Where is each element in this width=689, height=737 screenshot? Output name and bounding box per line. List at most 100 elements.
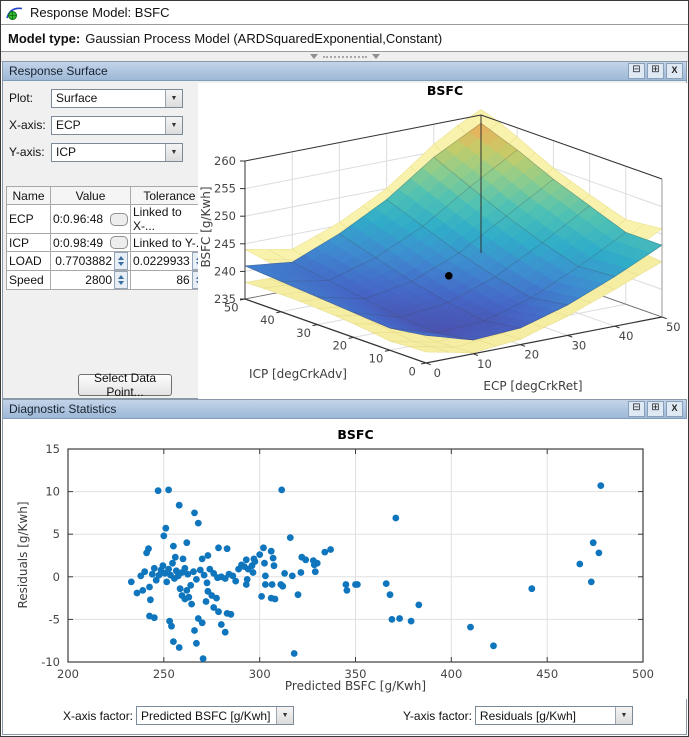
svg-text:0: 0 bbox=[434, 366, 441, 380]
svg-text:240: 240 bbox=[214, 264, 236, 278]
svg-text:20: 20 bbox=[524, 348, 539, 362]
svg-text:10: 10 bbox=[369, 352, 384, 366]
response-surface-body: Plot: Surface ▼ X-axis: ECP ▼ Y-axis: IC… bbox=[3, 81, 689, 399]
svg-text:Predicted BSFC [g/Kwh]: Predicted BSFC [g/Kwh] bbox=[285, 679, 426, 693]
residuals-scatter-plot[interactable]: 200 250 300 350 400 450 500 -10 -5 0 5 10 15 BSFC Pred… bbox=[3, 419, 689, 699]
factor-name: Speed bbox=[6, 270, 51, 290]
diagnostic-statistics-title: Diagnostic Statistics bbox=[9, 402, 117, 416]
y-factor-select[interactable]: Residuals [g/Kwh] ▼ bbox=[474, 706, 633, 725]
svg-text:245: 245 bbox=[214, 237, 236, 251]
svg-text:30: 30 bbox=[572, 338, 587, 352]
y-axis-select-value: ICP bbox=[56, 145, 77, 159]
diagnostic-statistics-body: 200 250 300 350 400 450 500 -10 -5 0 5 10 15 BSFC Pred… bbox=[3, 419, 689, 734]
svg-text:0: 0 bbox=[409, 364, 416, 378]
model-type-row: Model type: Gaussian Process Model (ARDS… bbox=[1, 25, 688, 52]
svg-text:235: 235 bbox=[214, 292, 236, 306]
spin-up-icon[interactable] bbox=[118, 256, 124, 260]
col-name: Name bbox=[6, 186, 51, 205]
x-factor-select[interactable]: Predicted BSFC [g/Kwh] ▼ bbox=[136, 706, 295, 725]
title-bar: Response Model: BSFC bbox=[1, 1, 688, 25]
svg-text:Residuals [g/Kwh]: Residuals [g/Kwh] bbox=[16, 501, 30, 608]
x-axis-select[interactable]: ECP ▼ bbox=[51, 115, 183, 135]
y-axis-control-row: Y-axis: ICP ▼ bbox=[9, 142, 183, 162]
svg-text:50: 50 bbox=[666, 320, 681, 334]
svg-text:255: 255 bbox=[214, 182, 236, 196]
factor-tolerance: Linked to X-... bbox=[130, 204, 209, 234]
factor-table: Name Value Tolerance ECP 0:0.96:48 Linke… bbox=[6, 186, 209, 290]
y-axis-select[interactable]: ICP ▼ bbox=[51, 142, 183, 162]
table-row: ECP 0:0.96:48 Linked to X-... bbox=[6, 204, 209, 234]
y-factor-value: Residuals [g/Kwh] bbox=[479, 708, 576, 723]
window-title: Response Model: BSFC bbox=[30, 5, 170, 20]
chevron-down-icon[interactable]: ▼ bbox=[165, 89, 182, 107]
svg-text:-10: -10 bbox=[41, 655, 60, 669]
factor-value[interactable]: 0:0.96:48 bbox=[53, 212, 104, 226]
svg-text:0: 0 bbox=[53, 570, 60, 584]
chevron-down-icon[interactable]: ▼ bbox=[165, 143, 182, 161]
collapse-triangle-icon[interactable] bbox=[371, 54, 380, 59]
svg-text:ECP [degCrkRet]: ECP [degCrkRet] bbox=[483, 379, 582, 393]
value-spinner[interactable] bbox=[114, 252, 128, 270]
dock-button[interactable]: ⊟ bbox=[628, 63, 645, 79]
plot-select[interactable]: Surface ▼ bbox=[51, 88, 183, 108]
svg-text:BSFC [g/Kwh]: BSFC [g/Kwh] bbox=[199, 186, 213, 267]
factor-name: ICP bbox=[6, 233, 51, 252]
svg-text:30: 30 bbox=[296, 326, 311, 340]
chevron-down-icon[interactable]: ▼ bbox=[165, 116, 182, 134]
edit-range-button[interactable] bbox=[110, 236, 128, 249]
col-value: Value bbox=[50, 186, 131, 205]
response-surface-header: Response Surface ⊟ ⊞ X bbox=[3, 62, 686, 81]
factor-name: ECP bbox=[6, 204, 51, 234]
x-factor-label: X-axis factor: bbox=[63, 708, 134, 723]
table-row: ICP 0:0.98:49 Linked to Y-... bbox=[6, 233, 209, 252]
x-factor-group: X-axis factor: Predicted BSFC [g/Kwh] ▼ bbox=[63, 706, 295, 725]
svg-text:250: 250 bbox=[214, 209, 236, 223]
y-axis-label: Y-axis: bbox=[9, 145, 45, 159]
value-spinner[interactable] bbox=[114, 271, 128, 289]
factor-selector-row: X-axis factor: Predicted BSFC [g/Kwh] ▼ … bbox=[3, 704, 686, 730]
y-factor-label: Y-axis factor: bbox=[403, 708, 472, 723]
edit-range-button[interactable] bbox=[110, 212, 128, 226]
model-type-value: Gaussian Process Model (ARDSquaredExpone… bbox=[85, 30, 443, 46]
response-surface-title: Response Surface bbox=[9, 64, 108, 78]
table-header-row: Name Value Tolerance bbox=[6, 186, 209, 205]
x-factor-value: Predicted BSFC [g/Kwh] bbox=[141, 708, 271, 723]
svg-text:400: 400 bbox=[440, 667, 462, 681]
response-surface-panel: Response Surface ⊟ ⊞ X Plot: Surface ▼ X… bbox=[2, 61, 689, 399]
model-type-label: Model type: bbox=[8, 30, 81, 46]
svg-text:300: 300 bbox=[249, 667, 271, 681]
dock-button[interactable]: ⊟ bbox=[628, 401, 645, 417]
splitter-grip[interactable] bbox=[322, 55, 367, 58]
chevron-down-icon[interactable]: ▼ bbox=[276, 707, 294, 724]
svg-text:BSFC: BSFC bbox=[337, 427, 373, 442]
select-data-point-button[interactable]: Select Data Point... bbox=[78, 371, 172, 399]
maximize-button[interactable]: ⊞ bbox=[647, 401, 664, 417]
table-row: Speed 2800 86 bbox=[6, 270, 209, 290]
diagnostic-statistics-header: Diagnostic Statistics ⊟ ⊞ X bbox=[3, 400, 686, 419]
chevron-down-icon[interactable]: ▼ bbox=[614, 707, 632, 724]
factor-tolerance: Linked to Y-... bbox=[130, 233, 209, 252]
factor-tolerance[interactable]: 86 bbox=[176, 273, 190, 287]
maximize-button[interactable]: ⊞ bbox=[647, 63, 664, 79]
collapse-triangle-icon[interactable] bbox=[309, 54, 318, 59]
plot-select-value: Surface bbox=[56, 91, 98, 105]
factor-value[interactable]: 0.7703882 bbox=[55, 254, 112, 268]
svg-text:20: 20 bbox=[332, 339, 347, 353]
x-axis-label: X-axis: bbox=[9, 118, 46, 132]
svg-text:BSFC: BSFC bbox=[427, 83, 463, 98]
close-button[interactable]: X bbox=[666, 401, 683, 417]
spin-down-icon[interactable] bbox=[118, 262, 124, 266]
factor-value[interactable]: 0:0.98:49 bbox=[53, 235, 104, 250]
table-row: LOAD 0.7703882 0.0229933 bbox=[6, 251, 209, 271]
spin-down-icon[interactable] bbox=[118, 281, 124, 285]
response-surface-3d-plot[interactable]: 0102030405001020304050235240245250255260… bbox=[198, 83, 689, 399]
factor-value[interactable]: 2800 bbox=[85, 273, 112, 287]
factor-tolerance[interactable]: 0.0229933 bbox=[133, 254, 190, 268]
svg-text:10: 10 bbox=[477, 357, 492, 371]
close-button[interactable]: X bbox=[666, 63, 683, 79]
col-tolerance: Tolerance bbox=[130, 186, 209, 205]
factor-name: LOAD bbox=[6, 251, 51, 271]
spin-up-icon[interactable] bbox=[118, 275, 124, 279]
diagnostic-statistics-panel: Diagnostic Statistics ⊟ ⊞ X 200 250 300 350… bbox=[2, 399, 689, 735]
